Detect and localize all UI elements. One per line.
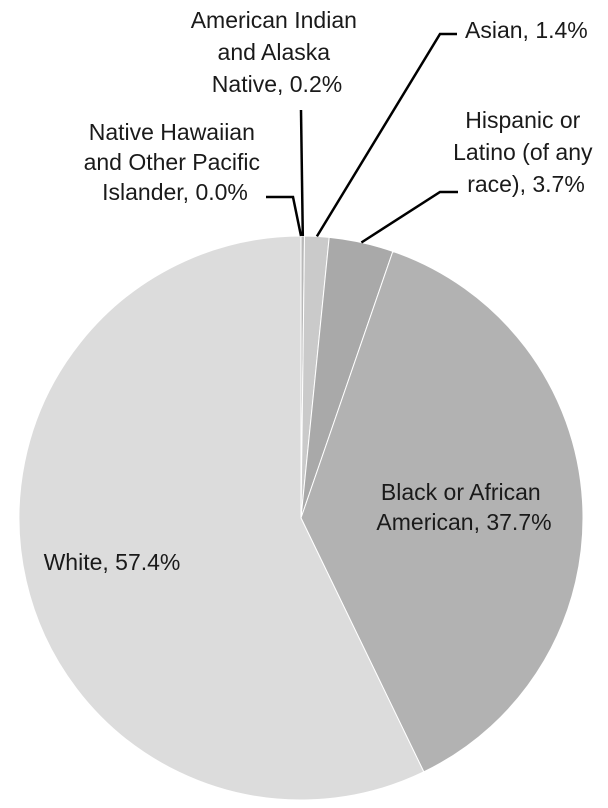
- label-hispanic: Hispanic or Latino (of any race), 3.7%: [453, 107, 599, 197]
- slice-white: [18, 235, 425, 801]
- leader-line-native-hawaiian-and-other-pacific-islander: [266, 195, 303, 237]
- leader-lines: [266, 32, 458, 244]
- slice-black-or-african-american: [300, 250, 584, 773]
- label-asian: Asian, 1.4%: [465, 17, 588, 43]
- slice-labels: Native Hawaiian and Other Pacific Island…: [44, 7, 599, 575]
- leader-line-hispanic-or-latino-of-any-race: [360, 190, 458, 244]
- label-black: Black or African American, 37.7%: [376, 479, 551, 535]
- leader-line-asian: [315, 32, 457, 238]
- leader-line-american-indian-and-alaska-native: [299, 109, 305, 237]
- pie-slices: [18, 235, 584, 801]
- label-american-indian: American Indian and Alaska Native, 0.2%: [191, 7, 364, 97]
- label-white: White, 57.4%: [44, 549, 181, 575]
- label-native-hawaiian: Native Hawaiian and Other Pacific Island…: [84, 119, 267, 205]
